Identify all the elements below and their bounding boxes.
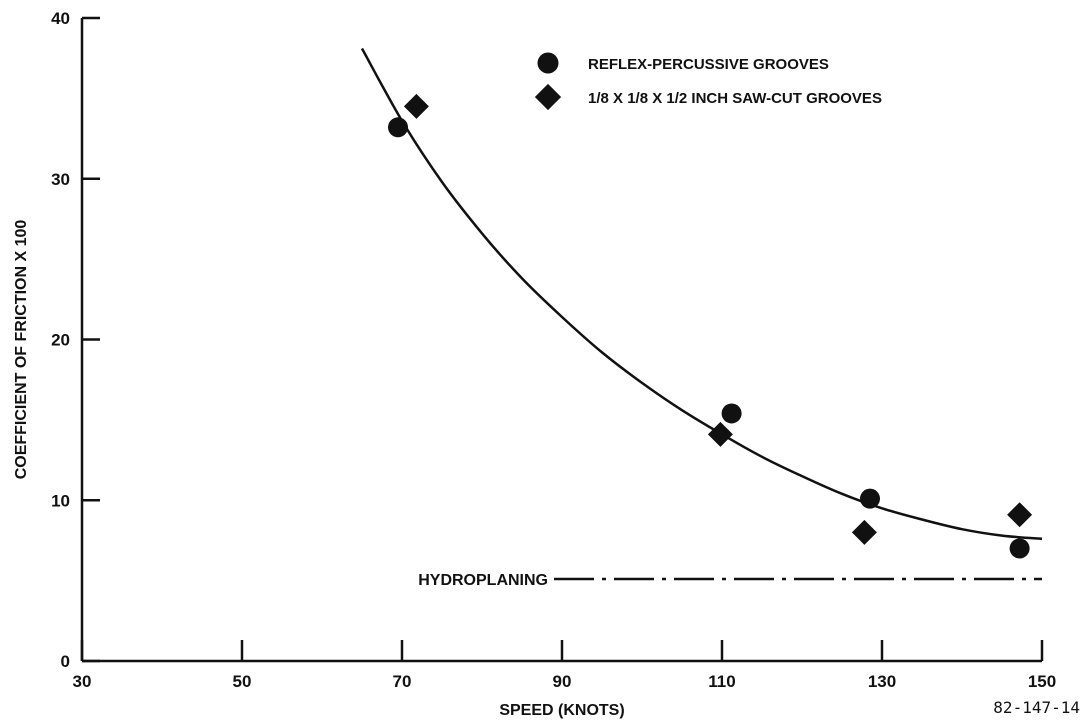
- circle-data-point: [721, 403, 742, 424]
- x-tick-label: 90: [553, 672, 572, 691]
- x-tick-label: 150: [1028, 672, 1056, 691]
- x-tick-label: 50: [233, 672, 252, 691]
- x-tick-label: 30: [73, 672, 92, 691]
- legend-label: REFLEX-PERCUSSIVE GROOVES: [588, 56, 829, 73]
- axes: [80, 18, 1042, 663]
- circle-data-point: [388, 117, 408, 138]
- y-tick-label: 30: [51, 170, 70, 189]
- legend-label: 1/8 X 1/8 X 1/2 INCH SAW-CUT GROOVES: [588, 90, 882, 107]
- x-tick-label: 70: [393, 672, 412, 691]
- y-axis-title: COEFFICIENT OF FRICTION X 100: [13, 220, 30, 480]
- hydroplaning-label: HYDROPLANING: [418, 572, 548, 589]
- x-axis-ticks: 30 50 70 90 110 130 150: [73, 640, 1056, 691]
- y-tick-label: 0: [61, 652, 70, 671]
- x-axis-title: SPEED (KNOTS): [499, 702, 624, 719]
- circle-data-point: [860, 488, 880, 509]
- diamond-data-point: [707, 421, 733, 447]
- y-tick-label: 40: [51, 9, 70, 28]
- fit-curve-layer: [360, 47, 1043, 541]
- legend: REFLEX-PERCUSSIVE GROOVES 1/8 X 1/8 X 1/2…: [534, 52, 882, 111]
- fit-curve: [360, 47, 1043, 541]
- hydroplaning-layer: HYDROPLANING: [418, 572, 1042, 589]
- circle-data-point: [1009, 538, 1030, 559]
- figure-id: 82-147-14: [993, 698, 1080, 717]
- diamond-data-point: [403, 93, 429, 119]
- x-tick-label: 110: [708, 672, 735, 691]
- y-tick-label: 20: [51, 331, 70, 350]
- diamond-data-point: [851, 519, 877, 545]
- legend-circle-marker: [537, 52, 559, 74]
- diamond-data-point: [1007, 502, 1033, 528]
- y-tick-label: 10: [51, 491, 70, 510]
- x-tick-label: 130: [868, 672, 896, 691]
- y-axis-ticks: 0 10 20 30 40: [51, 9, 100, 671]
- legend-diamond-marker: [534, 83, 562, 111]
- data-points-layer: [388, 93, 1033, 559]
